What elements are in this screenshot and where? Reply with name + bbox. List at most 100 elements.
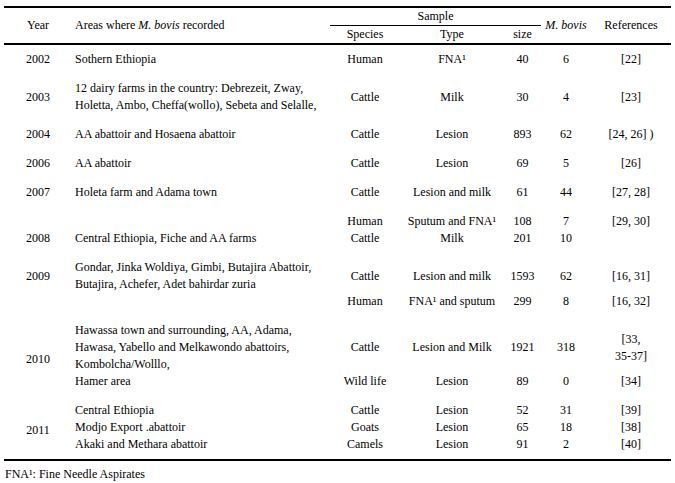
year-group: 2007Holeta farm and Adama townCattleLesi…	[4, 178, 671, 207]
cell-areas: Gondar, Jinka Woldiya, Gimbi, Butajira A…	[72, 253, 330, 293]
cell-mbovis: 10	[541, 230, 591, 253]
cell-year: 2011	[4, 396, 72, 460]
cell-size: 30	[504, 74, 541, 120]
year-group: 2010Hawassa town and surrounding, AA, Ad…	[4, 316, 671, 396]
cell-year: 2010	[4, 316, 72, 396]
records-table: Year Areas where M. bovis recorded Sampl…	[4, 6, 671, 461]
cell-mbovis: 5	[541, 149, 591, 178]
year-group: 200312 dairy farms in the country: Debre…	[4, 74, 671, 120]
cell-ref: [16, 31]	[591, 253, 671, 293]
header-areas-post: recorded	[180, 18, 225, 32]
cell-size: 89	[504, 373, 541, 396]
cell-type: FNA¹	[400, 44, 504, 74]
cell-size: 1593	[504, 253, 541, 293]
cell-type: Lesion and milk	[400, 253, 504, 293]
cell-ref: [34]	[591, 373, 671, 396]
cell-areas	[72, 293, 330, 316]
header-areas-pre: Areas where	[75, 18, 138, 32]
cell-year: 2002	[4, 44, 72, 74]
cell-species: Cattle	[330, 74, 400, 120]
cell-areas: AA abattoir	[72, 149, 330, 178]
cell-mbovis: 7	[541, 207, 591, 230]
cell-mbovis: 62	[541, 120, 591, 149]
cell-size: 1921	[504, 316, 541, 373]
cell-areas: Hawassa town and surrounding, AA, Adama,…	[72, 316, 330, 373]
cell-species: Cattle	[330, 149, 400, 178]
cell-ref: [29, 30]	[591, 207, 671, 230]
table-row: 2004AA abattoir and Hosaena abattoirCatt…	[4, 120, 671, 149]
cell-year	[4, 207, 72, 230]
cell-size: 108	[504, 207, 541, 230]
year-group: 2006AA abattoirCattleLesion695[26]	[4, 149, 671, 178]
cell-mbovis: 62	[541, 253, 591, 293]
table-row: 2011Central EthiopiaCattleLesion5231[39]	[4, 396, 671, 419]
cell-species: Cattle	[330, 396, 400, 419]
cell-mbovis: 2	[541, 436, 591, 460]
cell-size: 65	[504, 419, 541, 436]
document-page: Year Areas where M. bovis recorded Sampl…	[0, 0, 675, 483]
table-row: 2006AA abattoirCattleLesion695[26]	[4, 149, 671, 178]
cell-areas: Central Ethiopia	[72, 396, 330, 419]
cell-type: Milk	[400, 230, 504, 253]
cell-species: Human	[330, 44, 400, 74]
year-group: 2009Gondar, Jinka Woldiya, Gimbi, Butaji…	[4, 253, 671, 316]
cell-species: Cattle	[330, 120, 400, 149]
cell-type: Milk	[400, 74, 504, 120]
cell-species: Cattle	[330, 178, 400, 207]
cell-mbovis: 318	[541, 316, 591, 373]
cell-type: Sputum and FNA¹	[400, 207, 504, 230]
cell-mbovis: 0	[541, 373, 591, 396]
cell-ref: [22]	[591, 44, 671, 74]
table-row: 2007Holeta farm and Adama townCattleLesi…	[4, 178, 671, 207]
cell-year: 2008	[4, 230, 72, 253]
table-row: HumanSputum and FNA¹1087[29, 30]	[4, 207, 671, 230]
cell-ref: [16, 32]	[591, 293, 671, 316]
cell-type: Lesion	[400, 419, 504, 436]
cell-type: Lesion	[400, 436, 504, 460]
cell-type: Lesion and milk	[400, 178, 504, 207]
cell-type: Lesion	[400, 396, 504, 419]
cell-year: 2009	[4, 253, 72, 293]
cell-species: Goats	[330, 419, 400, 436]
header-areas-italic: M. bovis	[138, 18, 179, 32]
year-group: 2011Central EthiopiaCattleLesion5231[39]…	[4, 396, 671, 460]
cell-size: 91	[504, 436, 541, 460]
cell-ref: [24, 26] )	[591, 120, 671, 149]
cell-year: 2006	[4, 149, 72, 178]
cell-type: Lesion	[400, 149, 504, 178]
cell-year: 2003	[4, 74, 72, 120]
cell-species: Cattle	[330, 316, 400, 373]
table-row: Hamer areaWild lifeLesion890[34]	[4, 373, 671, 396]
cell-size: 69	[504, 149, 541, 178]
cell-species: Wild life	[330, 373, 400, 396]
cell-year: 2007	[4, 178, 72, 207]
cell-ref: [27, 28]	[591, 178, 671, 207]
cell-ref: [26]	[591, 149, 671, 178]
table-header: Year Areas where M. bovis recorded Sampl…	[4, 7, 671, 44]
cell-mbovis: 8	[541, 293, 591, 316]
cell-areas: Akaki and Methara abattoir	[72, 436, 330, 460]
table-row: 2002Sothern EthiopiaHumanFNA¹406[22]	[4, 44, 671, 74]
cell-year	[4, 293, 72, 316]
cell-areas: Sothern Ethiopia	[72, 44, 330, 74]
year-group: 2004AA abattoir and Hosaena abattoirCatt…	[4, 120, 671, 149]
cell-size: 52	[504, 396, 541, 419]
cell-areas	[72, 207, 330, 230]
cell-size: 893	[504, 120, 541, 149]
cell-species: Cattle	[330, 230, 400, 253]
header-size: size	[504, 26, 541, 45]
cell-areas: Modjo Export .abattoir	[72, 419, 330, 436]
table-row: 2009Gondar, Jinka Woldiya, Gimbi, Butaji…	[4, 253, 671, 293]
year-group: 2002Sothern EthiopiaHumanFNA¹406[22]	[4, 44, 671, 74]
cell-areas: AA abattoir and Hosaena abattoir	[72, 120, 330, 149]
cell-size: 40	[504, 44, 541, 74]
cell-areas: 12 dairy farms in the country: Debrezeit…	[72, 74, 330, 120]
table-row: Akaki and Methara abattoirCamelsLesion91…	[4, 436, 671, 460]
cell-ref: [33, 35-37]	[591, 316, 671, 373]
cell-mbovis: 6	[541, 44, 591, 74]
cell-ref: [38]	[591, 419, 671, 436]
header-references: References	[591, 7, 671, 44]
table-row: HumanFNA¹ and sputum2998[16, 32]	[4, 293, 671, 316]
header-sample: Sample	[330, 7, 541, 26]
cell-ref	[591, 230, 671, 253]
